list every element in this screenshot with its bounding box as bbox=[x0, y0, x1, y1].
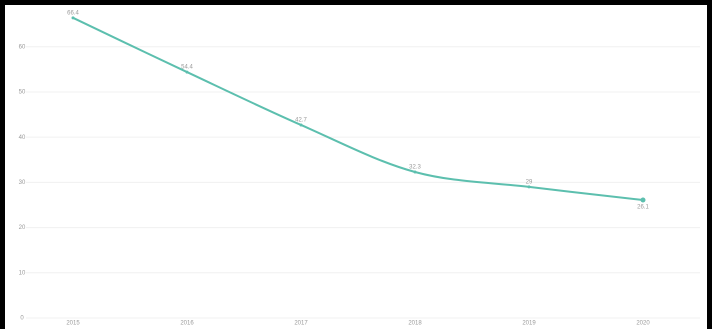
x-tick-label: 2020 bbox=[636, 321, 650, 327]
y-tick-label: 0 bbox=[20, 316, 24, 322]
y-tick-label: 20 bbox=[19, 225, 26, 231]
y-tick-label: 60 bbox=[19, 44, 26, 50]
point bbox=[71, 16, 75, 20]
x-tick-label: 2018 bbox=[408, 321, 422, 327]
line bbox=[72, 16, 644, 202]
x-tick-label: 2017 bbox=[294, 321, 308, 327]
y-tick-label: 50 bbox=[19, 90, 26, 96]
x-tick-label: 2015 bbox=[66, 321, 80, 327]
data-label: 42.7 bbox=[295, 118, 307, 124]
x-tick-label: 2019 bbox=[522, 321, 536, 327]
point bbox=[413, 170, 417, 174]
data-label: 29 bbox=[526, 179, 533, 185]
y-tick-label: 40 bbox=[19, 135, 26, 141]
x-tick-label: 2016 bbox=[180, 321, 194, 327]
point bbox=[185, 70, 189, 74]
data-label: 32.3 bbox=[409, 165, 421, 171]
point bbox=[527, 185, 531, 189]
y-tick-label: 10 bbox=[19, 270, 26, 276]
y-tick-label: 30 bbox=[19, 180, 26, 186]
data-label: 54.4 bbox=[181, 65, 193, 71]
point bbox=[299, 123, 303, 127]
point bbox=[640, 197, 646, 203]
data-label: 66.4 bbox=[67, 10, 79, 16]
data-label: 26.1 bbox=[637, 205, 649, 211]
